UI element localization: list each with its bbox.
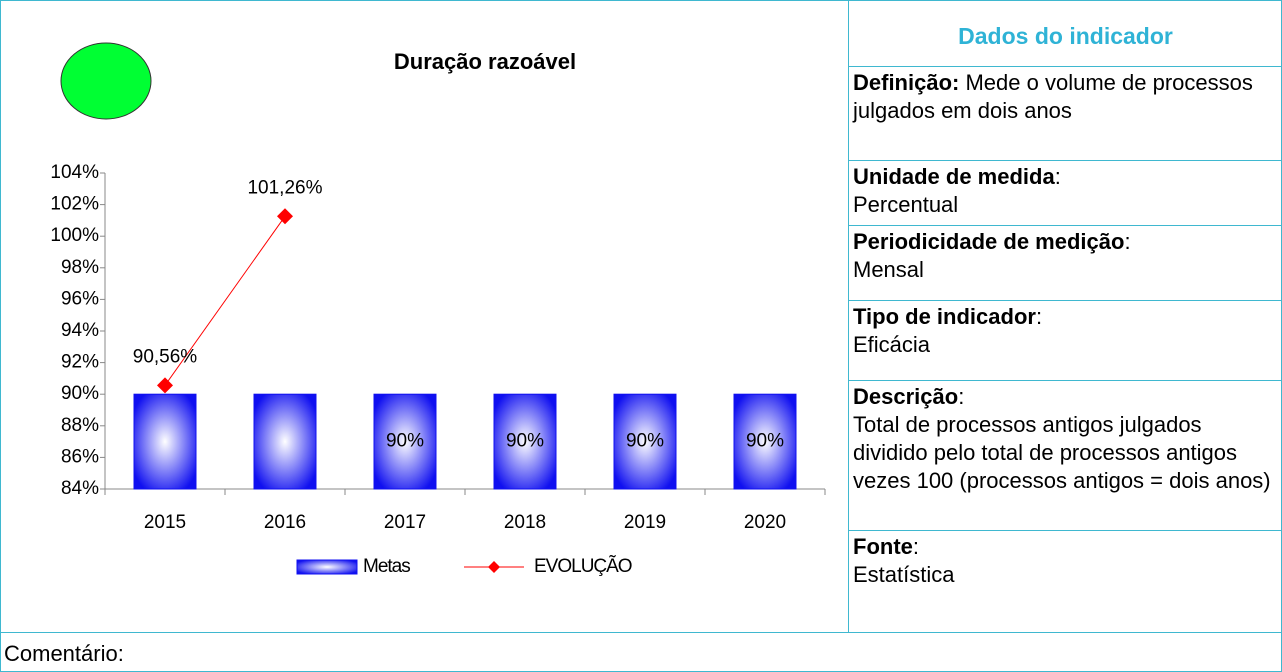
x-tick-label: 2018: [504, 512, 546, 533]
y-tick-label: 84%: [61, 478, 99, 499]
y-tick-label: 98%: [61, 257, 99, 278]
y-tick-label: 100%: [50, 225, 99, 246]
chart: Duração razoável 84% 86% 88% 90% 92% 94% 96% 98…: [50, 42, 826, 577]
line-marker: [277, 208, 293, 225]
legend-swatch: [296, 559, 358, 575]
x-tick-label: 2016: [264, 512, 306, 533]
line-value-label: 101,26%: [247, 177, 322, 198]
item-separator: :: [1124, 229, 1131, 254]
item-text: Mede o volume de processos julgados em d…: [853, 70, 1253, 123]
item-label: Tipo de indicador: [853, 304, 1036, 329]
item-text: Eficácia: [853, 332, 931, 357]
bar-value-label: 90%: [386, 431, 424, 452]
legend-label: EVOLUÇÃO: [534, 555, 632, 577]
legend-label: Metas: [363, 556, 410, 577]
item-label: Unidade de medida: [853, 164, 1055, 189]
panel-item: Definição: Mede o volume de processos ju…: [849, 67, 1281, 161]
bar: [373, 393, 437, 490]
item-separator: :: [912, 534, 920, 559]
panel-item: Tipo de indicador: Eficácia: [849, 301, 1281, 381]
item-text: Estatística: [853, 562, 955, 587]
item-label: Fonte: [853, 534, 913, 559]
line-marker: [157, 377, 173, 394]
bar: [253, 393, 317, 490]
panel-item: Descrição: Total de processos antigos jul…: [849, 381, 1281, 531]
bar-value-label: 90%: [626, 431, 664, 452]
bar: [613, 393, 677, 490]
item-text: Percentual: [853, 192, 959, 217]
item-label: Descrição: [853, 384, 959, 409]
item-separator: :: [958, 384, 965, 409]
x-tick-label: 2019: [624, 512, 666, 533]
status-indicator: [60, 42, 152, 120]
y-tick-label: 96%: [61, 288, 99, 309]
y-tick-label: 92%: [61, 352, 99, 373]
line-value-label: 90,56%: [133, 346, 198, 367]
y-tick-label: 104%: [50, 162, 99, 183]
legend-marker: [488, 561, 500, 573]
y-tick-label: 102%: [50, 194, 99, 215]
bar: [493, 393, 557, 490]
bar-value-label: 90%: [746, 431, 784, 452]
panel-item: Periodicidade de medição: Mensal: [849, 226, 1281, 301]
panel-item: Unidade de medida: Percentual: [849, 161, 1281, 226]
item-text: Total de processos antigos julgados divi…: [853, 412, 1271, 493]
chart-title: Duração razoável: [394, 49, 576, 74]
bar: [733, 393, 797, 490]
y-tick-label: 94%: [61, 320, 99, 341]
x-tick-label: 2020: [744, 512, 786, 533]
panel-title: Dados do indicador: [849, 1, 1281, 67]
item-separator: :: [1035, 304, 1043, 329]
bar: [133, 393, 197, 490]
indicator-panel: Dados do indicador Definição: Mede o vol…: [848, 1, 1281, 632]
line-series: [164, 216, 286, 386]
panel-item: Fonte: Estatística: [849, 531, 1281, 632]
y-tick-label: 88%: [61, 415, 99, 436]
comment: Comentário:: [1, 632, 1281, 671]
item-label: Definição:: [853, 70, 960, 95]
x-tick-label: 2017: [384, 512, 426, 533]
item-separator: :: [1054, 164, 1061, 189]
item-text: Mensal: [853, 257, 924, 282]
x-tick-label: 2015: [144, 512, 186, 533]
y-tick-label: 90%: [61, 383, 99, 404]
y-tick-label: 86%: [61, 446, 99, 467]
item-label: Periodicidade de medição: [853, 229, 1125, 254]
bar-value-label: 90%: [506, 431, 544, 452]
